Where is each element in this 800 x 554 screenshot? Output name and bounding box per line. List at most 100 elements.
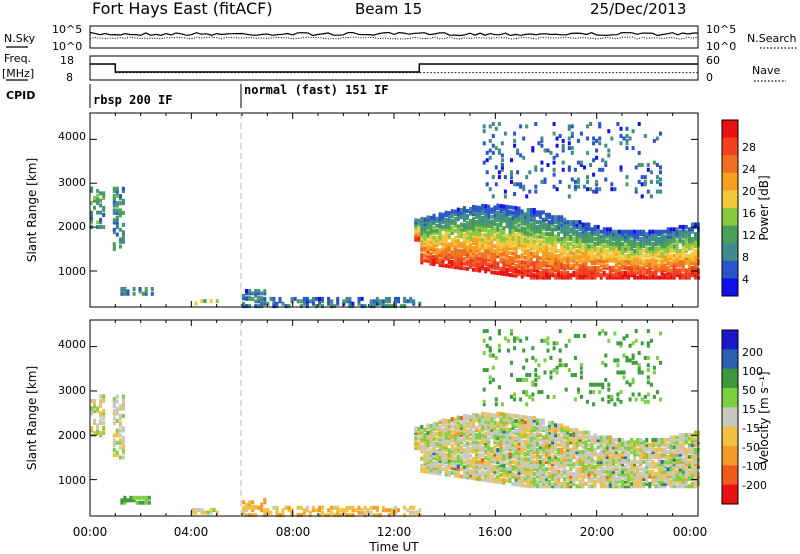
echo-cell-night-band: [441, 457, 445, 462]
echo-cell-night-band: [587, 249, 591, 253]
echo-cell-early-2: [115, 433, 119, 438]
echo-cell-far-scatter: [534, 167, 538, 172]
echo-cell-night-band: [575, 261, 579, 266]
echo-cell-far-scatter: [595, 148, 599, 153]
echo-cell-night-band: [444, 455, 448, 460]
echo-cell-night-band: [554, 457, 558, 462]
echo-cell-night-band: [514, 480, 518, 484]
echo-cell-night-band: [453, 432, 457, 437]
echo-cell-night-band: [675, 253, 679, 258]
echo-cell-night-band: [453, 463, 457, 468]
echo-cell-night-band: [639, 477, 643, 481]
echo-cell-night-band: [529, 474, 533, 479]
echo-cell-night-band: [651, 229, 655, 234]
echo-cell-night-band: [465, 235, 469, 240]
echo-cell-night-band: [624, 447, 627, 452]
echo-cell-night-band: [538, 275, 542, 280]
echo-cell-night-band: [529, 425, 533, 430]
echo-cell-night-band: [624, 232, 627, 237]
echo-cell-night-band: [548, 462, 551, 467]
echo-cell-night-band: [614, 237, 618, 241]
echo-cell-night-band: [475, 415, 479, 420]
echo-cell-night-band: [554, 258, 558, 263]
echo-cell-night-band: [681, 459, 685, 464]
echo-cell-night-band: [672, 467, 676, 472]
echo-cell-night-band: [617, 234, 621, 239]
echo-cell-night-band: [575, 477, 579, 481]
echo-cell-near-range: [302, 508, 306, 513]
echo-cell-night-band: [499, 446, 503, 451]
echo-cell-far-scatter: [583, 334, 586, 338]
echo-cell-night-band: [496, 254, 500, 259]
echo-cell-night-band: [684, 239, 688, 244]
echo-cell-night-band: [627, 275, 631, 280]
echo-cell-night-band: [508, 222, 512, 227]
echo-cell-night-band: [617, 268, 621, 273]
echo-cell-night-band: [499, 233, 503, 237]
echo-cell-night-band: [602, 270, 606, 275]
echo-cell-night-band: [636, 261, 640, 266]
echo-cell-night-band: [469, 441, 472, 446]
echo-cell-night-band: [621, 481, 624, 486]
echo-cell-night-band: [660, 484, 664, 489]
echo-cell-night-band: [502, 456, 506, 461]
echo-cell-night-band: [657, 442, 661, 447]
echo-cell-near-range: [305, 299, 309, 304]
echo-cell-night-band: [535, 244, 539, 249]
echo-cell-night-band: [420, 255, 424, 260]
echo-cell-night-band: [575, 462, 579, 467]
echo-cell-night-band: [690, 265, 694, 270]
echo-cell-night-band: [459, 423, 463, 428]
echo-cell-early-2: [112, 218, 116, 223]
echo-cell-night-band: [496, 411, 500, 416]
echo-cell-night-band: [627, 481, 631, 486]
echo-cell-night-band: [465, 230, 469, 235]
echo-cell-night-band: [511, 268, 515, 273]
echo-cell-night-band: [651, 246, 655, 251]
echo-cell-night-band: [657, 477, 661, 481]
echo-cell-night-band: [560, 258, 564, 263]
echo-cell-night-band: [614, 258, 618, 263]
echo-cell-night-band: [545, 249, 548, 253]
echo-cell-far-scatter: [570, 373, 574, 377]
echo-cell-early: [90, 428, 93, 433]
echo-cell-night-band: [551, 447, 555, 452]
echo-cell-far-scatter: [573, 179, 577, 184]
echo-cell-far-scatter: [579, 394, 583, 399]
echo-cell-night-band: [472, 267, 475, 272]
echo-cell-night-band: [438, 444, 442, 449]
echo-cell-night-band: [429, 458, 433, 462]
echo-cell-night-band: [465, 448, 469, 453]
echo-cell-early-2: [118, 239, 122, 244]
echo-cell-night-band: [508, 227, 512, 231]
echo-cell-night-band: [505, 442, 509, 447]
echo-cell-night-band: [496, 431, 500, 435]
echo-cell-night-band: [538, 256, 542, 261]
echo-cell-night-band: [627, 253, 631, 258]
echo-cell-night-band: [508, 268, 512, 272]
echo-cell-night-band: [690, 246, 694, 251]
echo-cell-night-band: [581, 467, 585, 472]
echo-cell-night-band: [669, 438, 673, 442]
echo-cell-night-band: [529, 229, 533, 234]
echo-cell-near-range: [372, 301, 376, 306]
echo-cell-night-band: [596, 241, 600, 246]
echo-cell-night-band: [590, 479, 594, 484]
echo-cell-night-band: [481, 266, 485, 271]
echo-cell-night-band: [602, 479, 606, 484]
echo-cell-night-band: [447, 470, 451, 475]
echo-cell-far-scatter: [482, 141, 486, 146]
echo-cell-night-band: [578, 249, 582, 253]
echo-cell-night-band: [514, 225, 518, 230]
echo-cell-night-band: [627, 457, 631, 462]
echo-cell-night-band: [520, 463, 524, 468]
echo-cell-night-band: [681, 244, 685, 249]
echo-cell-night-band: [572, 244, 576, 249]
echo-cell-night-band: [538, 222, 542, 227]
echo-cell-night-band: [444, 421, 448, 426]
echo-cell-ground-2: [200, 299, 204, 304]
echo-cell-night-band: [560, 261, 564, 266]
echo-cell-far-scatter: [482, 368, 486, 373]
echo-cell-night-band: [444, 435, 448, 440]
echo-cell-night-band: [642, 268, 646, 273]
